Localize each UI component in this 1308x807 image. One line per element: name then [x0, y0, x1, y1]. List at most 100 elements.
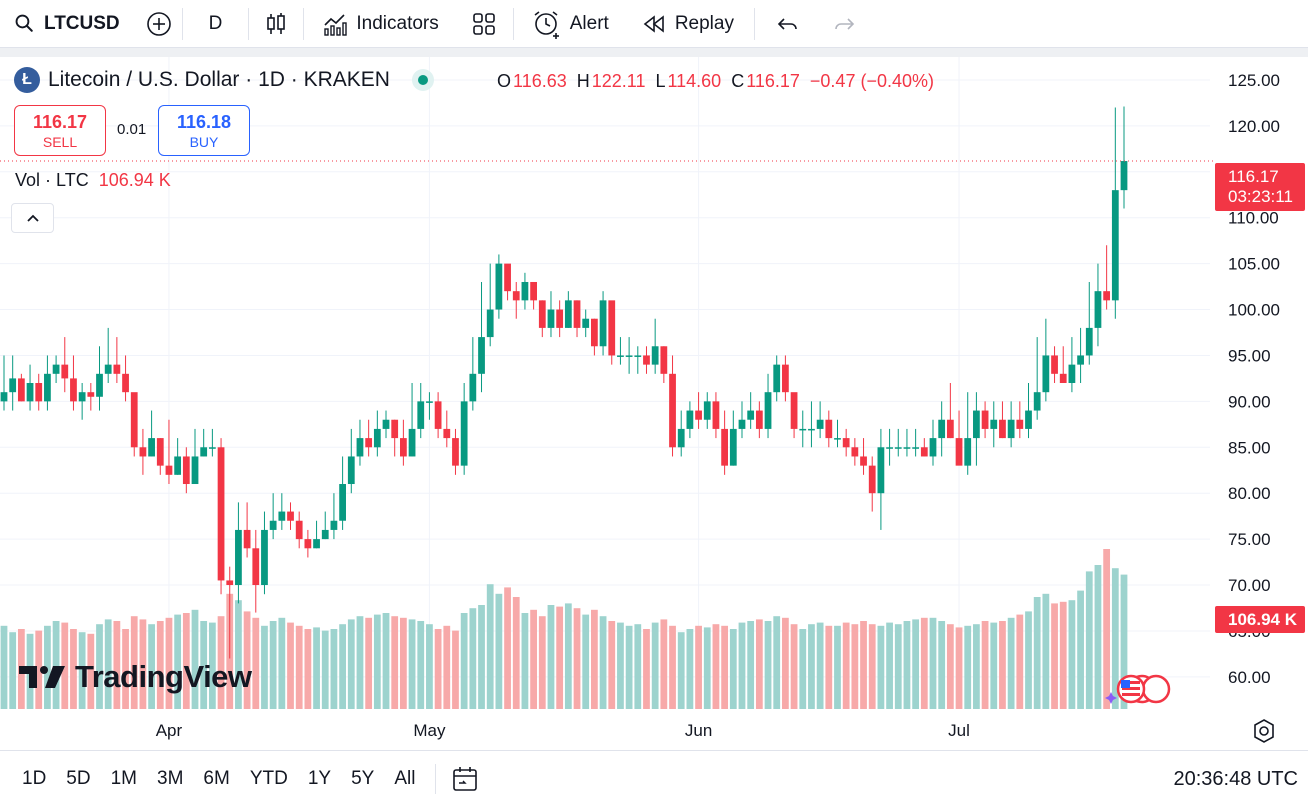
layouts-button[interactable]	[455, 0, 513, 48]
open-key: O	[497, 71, 512, 91]
volume-bar	[113, 621, 121, 709]
candle-body	[426, 401, 433, 403]
candle-body	[182, 456, 190, 485]
volume-bar	[755, 619, 763, 709]
chart-pane[interactable]: 125.00120.00115.00110.00105.00100.0095.0…	[0, 57, 1308, 750]
candle-body	[634, 355, 642, 357]
symbol-search-button[interactable]: LTCUSD	[0, 0, 136, 48]
volume-bar	[981, 621, 989, 709]
economic-events-icon[interactable]	[1102, 672, 1182, 708]
volume-bar	[165, 617, 173, 709]
volume-bar	[104, 619, 112, 709]
volume-bar	[174, 614, 182, 709]
volume-bar	[946, 624, 954, 709]
volume-bar	[660, 619, 668, 709]
candle-body	[165, 465, 173, 475]
chart-type-button[interactable]	[249, 0, 303, 48]
compare-button[interactable]	[136, 0, 182, 48]
settings-gear-icon[interactable]	[1251, 718, 1277, 744]
tradingview-watermark[interactable]: TradingView	[19, 659, 252, 695]
candle-body	[1094, 291, 1102, 328]
volume-bar	[78, 632, 86, 709]
candle-body	[217, 447, 225, 581]
volume-bar	[799, 629, 807, 709]
sell-button[interactable]: 116.17 SELL	[14, 105, 106, 156]
collapse-legend-button[interactable]	[11, 203, 54, 233]
candle-body	[938, 419, 946, 439]
candle-body	[278, 511, 286, 521]
volume-bar	[426, 624, 433, 709]
candle-body	[269, 520, 277, 530]
volume-bar	[608, 621, 616, 709]
candle-body	[235, 529, 242, 586]
volume-bar	[52, 621, 60, 709]
range-6m-button[interactable]: 6M	[203, 768, 230, 789]
undo-button[interactable]	[755, 0, 821, 48]
alert-button[interactable]: Alert	[514, 0, 621, 48]
candle-body	[70, 378, 77, 402]
candle-body	[9, 378, 17, 393]
candle-body	[347, 456, 355, 485]
interval-button[interactable]: D	[183, 0, 249, 48]
range-ytd-button[interactable]: YTD	[249, 768, 288, 789]
range-5y-button[interactable]: 5Y	[351, 768, 375, 789]
range-1y-button[interactable]: 1Y	[307, 768, 332, 789]
volume-bar	[651, 622, 659, 709]
volume-bar	[599, 616, 607, 709]
toolbar-divider	[181, 7, 183, 40]
alarm-clock-icon	[534, 10, 559, 39]
candles-icon	[267, 12, 286, 34]
volume-bar	[912, 619, 920, 709]
time-axis-label: Jun	[685, 721, 712, 740]
utc-clock[interactable]: 20:36:48 UTC	[1173, 768, 1298, 790]
candlestick-chart[interactable]: 125.00120.00115.00110.00105.00100.0095.0…	[0, 57, 1308, 750]
go-to-date-icon[interactable]	[450, 764, 480, 794]
time-axis-label: Apr	[156, 721, 183, 740]
candle-body	[547, 309, 555, 328]
range-3m-button[interactable]: 3M	[157, 768, 184, 789]
volume-bar	[782, 617, 789, 709]
candle-body	[755, 410, 763, 429]
volume-bar	[686, 629, 694, 709]
candle-body	[356, 438, 364, 457]
toolbar-divider	[303, 7, 305, 40]
top-toolbar: LTCUSD D Indicators Alert Replay	[0, 0, 1308, 48]
candle-body	[512, 291, 520, 301]
toolbar-divider	[248, 7, 250, 40]
replay-button[interactable]: Replay	[621, 0, 754, 48]
candle-body	[486, 309, 494, 338]
redo-button[interactable]	[821, 0, 867, 48]
range-5d-button[interactable]: 5D	[66, 768, 91, 789]
volume-bar	[0, 625, 8, 709]
candle-body	[226, 580, 234, 586]
candle-body	[825, 419, 833, 439]
chevron-up-icon	[26, 214, 39, 222]
buy-button[interactable]: 116.18 BUY	[158, 105, 250, 156]
symbol-legend[interactable]: Ł Litecoin / U.S. Dollar · 1D · KRAKEN	[14, 67, 434, 93]
range-all-button[interactable]: All	[394, 768, 416, 789]
toolbar-divider	[753, 7, 755, 40]
price-axis-label: 70.00	[1228, 576, 1271, 595]
undo-icon	[777, 17, 797, 30]
volume-bar	[1016, 614, 1024, 709]
volume-bar	[122, 629, 129, 709]
candle-body	[1016, 419, 1024, 429]
price-axis-label: 85.00	[1228, 438, 1271, 457]
indicators-icon	[324, 13, 348, 36]
watermark-text: TradingView	[75, 659, 252, 694]
candle-body	[999, 419, 1006, 439]
volume-legend[interactable]: Vol · LTC 106.94 K	[15, 170, 171, 191]
range-1d-button[interactable]: 1D	[22, 768, 47, 789]
volume-bar	[825, 625, 833, 709]
indicators-button[interactable]: Indicators	[304, 0, 454, 48]
range-1m-button[interactable]: 1M	[110, 768, 137, 789]
volume-bar	[764, 621, 772, 709]
market-open-status-icon[interactable]	[411, 69, 434, 91]
price-axis-label: 105.00	[1228, 255, 1280, 274]
volume-bar	[434, 629, 442, 709]
candle-body	[573, 300, 581, 328]
price-axis-label: 120.00	[1228, 117, 1280, 136]
volume-bar	[938, 621, 946, 709]
volume-bar	[452, 630, 459, 709]
volume-bar	[339, 624, 346, 709]
